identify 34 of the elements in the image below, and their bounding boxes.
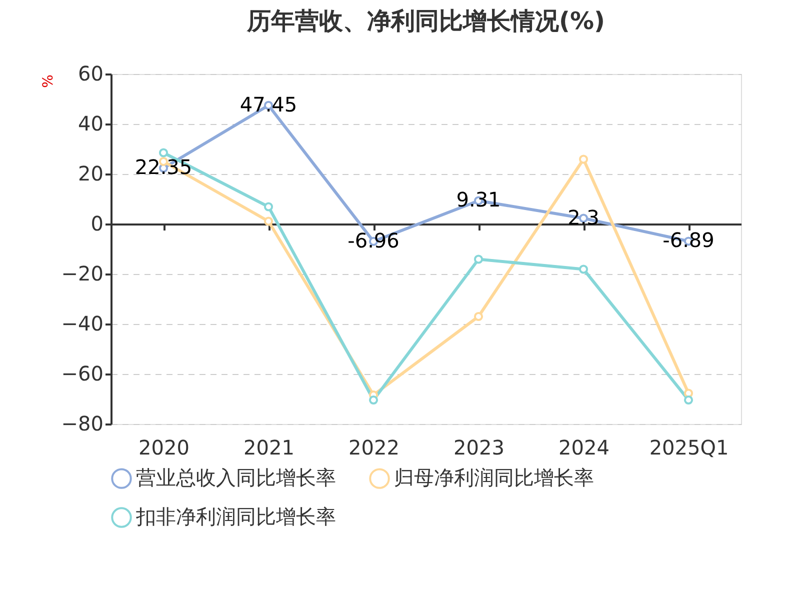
y-tick-label: 60 — [78, 62, 104, 86]
y-tick-label: 20 — [78, 162, 104, 186]
x-tick-label: 2022 — [348, 436, 400, 460]
y-tick-label: −80 — [61, 412, 104, 436]
legend-label: 归母净利润同比增长率 — [394, 466, 594, 490]
point — [684, 395, 694, 405]
data-label: 47.45 — [240, 92, 298, 116]
y-tick-label: −20 — [61, 262, 104, 286]
y-tick-label: −60 — [61, 362, 104, 386]
point — [264, 216, 274, 226]
point — [578, 154, 588, 164]
x-tick-label: 2025Q1 — [649, 436, 729, 460]
point — [158, 148, 168, 158]
data-label: -6.96 — [348, 228, 400, 252]
x-tick-label: 2021 — [244, 436, 294, 460]
y-tick-label: 0 — [90, 212, 104, 236]
x-tick-label: 2023 — [454, 436, 504, 460]
point — [578, 264, 588, 274]
x-tick-label: 2020 — [138, 436, 190, 460]
point — [474, 254, 484, 264]
y-tick-label: 40 — [78, 112, 104, 136]
point — [474, 312, 484, 322]
chart-title: 历年营收、净利同比增长情况(%) — [246, 7, 605, 35]
data-label: 2.3 — [568, 205, 600, 230]
data-label: 22.35 — [134, 155, 192, 180]
legend-label: 扣非净利润同比增长率 — [135, 504, 336, 528]
data-label: -6.89 — [662, 228, 714, 252]
legend-label: 营业总收入同比增长率 — [136, 466, 336, 490]
y-axis-title: % — [40, 74, 56, 88]
point — [368, 395, 378, 405]
point — [264, 202, 274, 212]
data-label: 9.31 — [456, 188, 501, 212]
x-tick-label: 2024 — [558, 436, 610, 460]
y-tick-label: −40 — [61, 312, 104, 336]
